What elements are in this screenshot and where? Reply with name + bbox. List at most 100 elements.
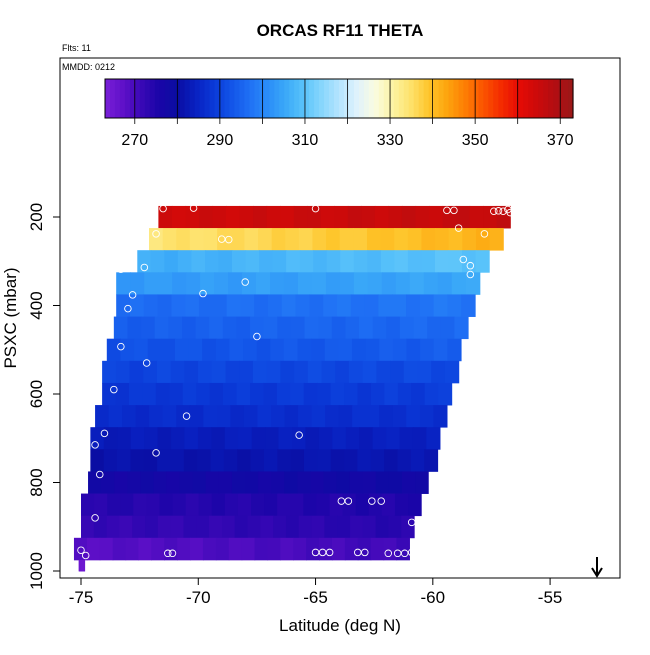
colorbar-swatch <box>124 79 131 118</box>
heatmap-cell <box>129 294 145 317</box>
colorbar-swatch <box>563 79 569 118</box>
colorbar-swatch <box>483 79 489 118</box>
heatmap-cell <box>143 360 158 384</box>
observation-marker <box>499 207 507 215</box>
heatmap-cell <box>138 537 152 561</box>
heatmap-cell <box>366 228 382 251</box>
x-tick-label: -55 <box>538 588 563 607</box>
heatmap-cell <box>364 294 380 317</box>
heatmap-cell <box>171 294 186 317</box>
heatmap-cell <box>161 338 176 362</box>
heatmap-cell <box>266 360 281 384</box>
heatmap-cell <box>102 360 117 384</box>
colorbar-swatch <box>114 79 121 118</box>
heatmap-cell <box>345 316 360 340</box>
colorbar-swatch <box>159 79 166 118</box>
colorbar-swatch <box>229 79 236 118</box>
heatmap-cell <box>361 205 376 229</box>
heatmap-cell <box>203 228 218 251</box>
colorbar-swatch <box>179 79 186 118</box>
heatmap-cell <box>251 427 266 450</box>
heatmap-cell <box>290 449 305 472</box>
colorbar-swatch <box>139 79 146 118</box>
heatmap-cell <box>433 294 449 317</box>
heatmap-cell <box>241 537 256 561</box>
observation-marker <box>407 518 416 527</box>
heatmap-cell <box>203 405 218 428</box>
heatmap-cell <box>462 250 477 273</box>
heatmap-cell <box>392 405 407 428</box>
heatmap-cell <box>251 493 265 517</box>
heatmap-cell <box>326 228 341 251</box>
heatmap-cell <box>392 294 407 317</box>
heatmap-cell <box>276 382 291 406</box>
colorbar-swatch <box>523 79 529 118</box>
heatmap-cell <box>171 427 186 450</box>
x-tick-label: -75 <box>69 588 94 607</box>
x-axis-label: Latitude (deg N) <box>279 616 401 635</box>
heatmap-cell <box>277 449 292 472</box>
heatmap-cell <box>332 427 347 450</box>
heatmap-cell <box>159 493 174 517</box>
heatmap-cell <box>164 537 178 561</box>
heatmap-cell <box>285 515 300 539</box>
observation-marker <box>368 497 376 505</box>
observation-marker <box>377 497 385 505</box>
colorbar-swatch <box>538 79 544 118</box>
heatmap-cell <box>260 515 274 539</box>
colorbar-swatch <box>154 79 161 118</box>
heatmap-cell <box>403 360 419 384</box>
heatmap-cell <box>431 360 446 384</box>
heatmap-cell <box>130 427 145 450</box>
heatmap-cell <box>197 449 212 472</box>
heatmap-cell <box>254 537 269 561</box>
heatmap-cell <box>421 250 436 273</box>
heatmap-cell <box>169 382 184 406</box>
y-tick-label: 600 <box>27 380 46 408</box>
heatmap-cell <box>231 471 246 494</box>
heatmap-cell <box>170 515 185 539</box>
observation-marker <box>311 204 320 213</box>
observation-marker <box>480 230 489 238</box>
heatmap-cell <box>285 228 300 251</box>
heatmap-cell <box>351 338 367 362</box>
heatmap-cell <box>347 205 362 229</box>
heatmap-cell <box>147 338 162 362</box>
heatmap-cell <box>326 250 341 273</box>
heatmap-cell <box>442 205 457 229</box>
heatmap-cell <box>342 493 357 517</box>
heatmap-cell <box>388 471 403 494</box>
heatmap-cell <box>396 537 410 561</box>
observation-marker <box>168 549 177 558</box>
colorbar-swatch <box>264 79 270 118</box>
colorbar-swatch <box>184 79 191 118</box>
colorbar-swatch <box>548 79 554 118</box>
heatmap-cell <box>376 360 391 384</box>
heatmap-cell <box>185 493 200 517</box>
heatmap-cell <box>344 382 359 406</box>
heatmap-cell <box>239 205 254 229</box>
heatmap-cell <box>263 449 278 472</box>
heatmap-cell <box>157 427 172 450</box>
heatmap-cell <box>209 382 224 406</box>
heatmap-cell <box>311 515 325 539</box>
heatmap-cell <box>209 515 223 539</box>
y-axis: 200 400 600 800 1000 <box>27 203 60 590</box>
heatmap-cell <box>103 449 118 472</box>
heatmap-cell <box>399 427 414 450</box>
heatmap-cell <box>257 228 273 251</box>
heatmap-cell <box>407 228 423 251</box>
observation-marker <box>325 548 334 557</box>
heatmap-cell <box>437 272 453 295</box>
heatmap-cell <box>375 471 390 494</box>
heatmap-cell <box>429 205 444 229</box>
heatmap-cell <box>73 537 88 561</box>
heatmap-cell <box>379 338 394 362</box>
heatmap-cell <box>243 338 258 362</box>
heatmap-cell <box>456 205 471 229</box>
heatmap-cell <box>415 471 429 494</box>
heatmap-cell <box>448 228 463 251</box>
colorbar-swatch <box>403 79 410 118</box>
heatmap-cell <box>157 515 172 539</box>
y-axis-label: PSXC (mbar) <box>1 267 20 368</box>
